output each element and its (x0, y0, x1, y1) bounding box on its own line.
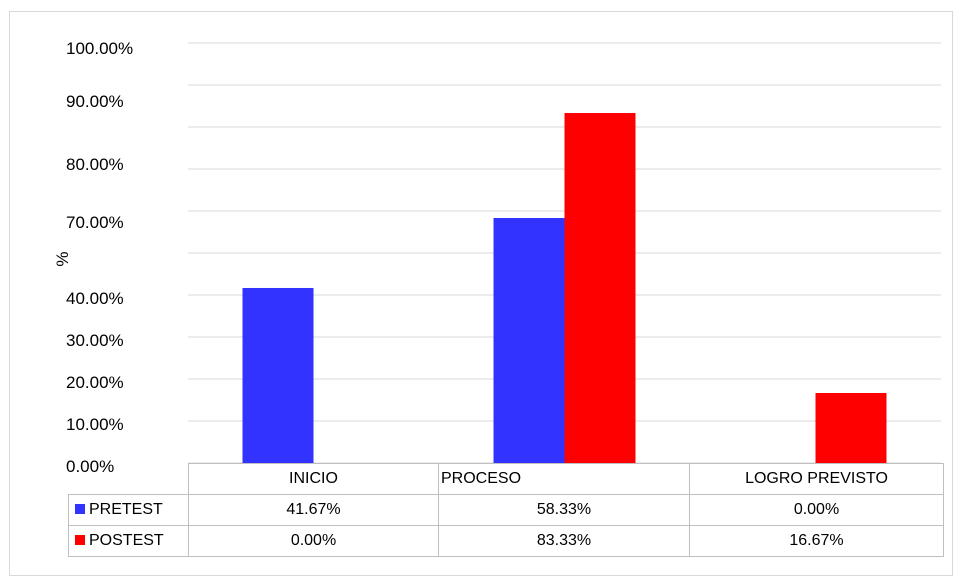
table-corner (69, 464, 189, 495)
data-table: INICIO PROCESO LOGRO PREVISTO PRETEST 41… (68, 463, 944, 557)
y-tick-label: 30.00% (66, 331, 124, 350)
data-cell: 58.33% (438, 494, 690, 526)
legend-swatch (75, 504, 85, 514)
y-tick-label: 100.00% (66, 39, 133, 58)
legend-entry-pretest: PRETEST (68, 494, 189, 526)
category-label: PROCESO (438, 463, 690, 495)
table-row: PRETEST 41.67% 58.33% 0.00% (68, 494, 944, 526)
bar-postest-logro-previsto (815, 392, 887, 463)
bars (242, 113, 887, 463)
legend-swatch (75, 535, 85, 545)
y-tick-label: 20.00% (66, 373, 124, 392)
data-cell: 16.67% (689, 525, 944, 557)
legend-entry-postest: POSTEST (68, 525, 189, 557)
data-cell: 41.67% (188, 494, 439, 526)
data-cell: 0.00% (689, 494, 944, 526)
category-label: LOGRO PREVISTO (689, 463, 944, 495)
y-axis-ticks: 0.00% 10.00% 20.00% 30.00% 40.00% 70.00%… (66, 39, 133, 476)
category-label: INICIO (188, 463, 439, 495)
y-tick-label: 40.00% (66, 289, 124, 308)
y-tick-label: 70.00% (66, 213, 124, 232)
y-tick-label: 10.00% (66, 415, 124, 434)
y-tick-label: 0.00% (66, 457, 114, 476)
bar-pretest-inicio (242, 287, 314, 463)
chart-frame (9, 11, 953, 576)
data-cell: 0.00% (188, 525, 439, 557)
y-axis-label: % (53, 251, 72, 266)
legend-label: POSTEST (89, 532, 164, 549)
legend-label: PRETEST (89, 501, 163, 518)
table-row: POSTEST 0.00% 83.33% 16.67% (68, 525, 944, 557)
y-tick-label: 90.00% (66, 92, 124, 111)
bar-pretest-proceso (493, 218, 565, 463)
y-tick-label: 80.00% (66, 155, 124, 174)
bar-postest-proceso (564, 113, 636, 463)
table-header-row: INICIO PROCESO LOGRO PREVISTO (69, 463, 944, 495)
data-cell: 83.33% (438, 525, 690, 557)
